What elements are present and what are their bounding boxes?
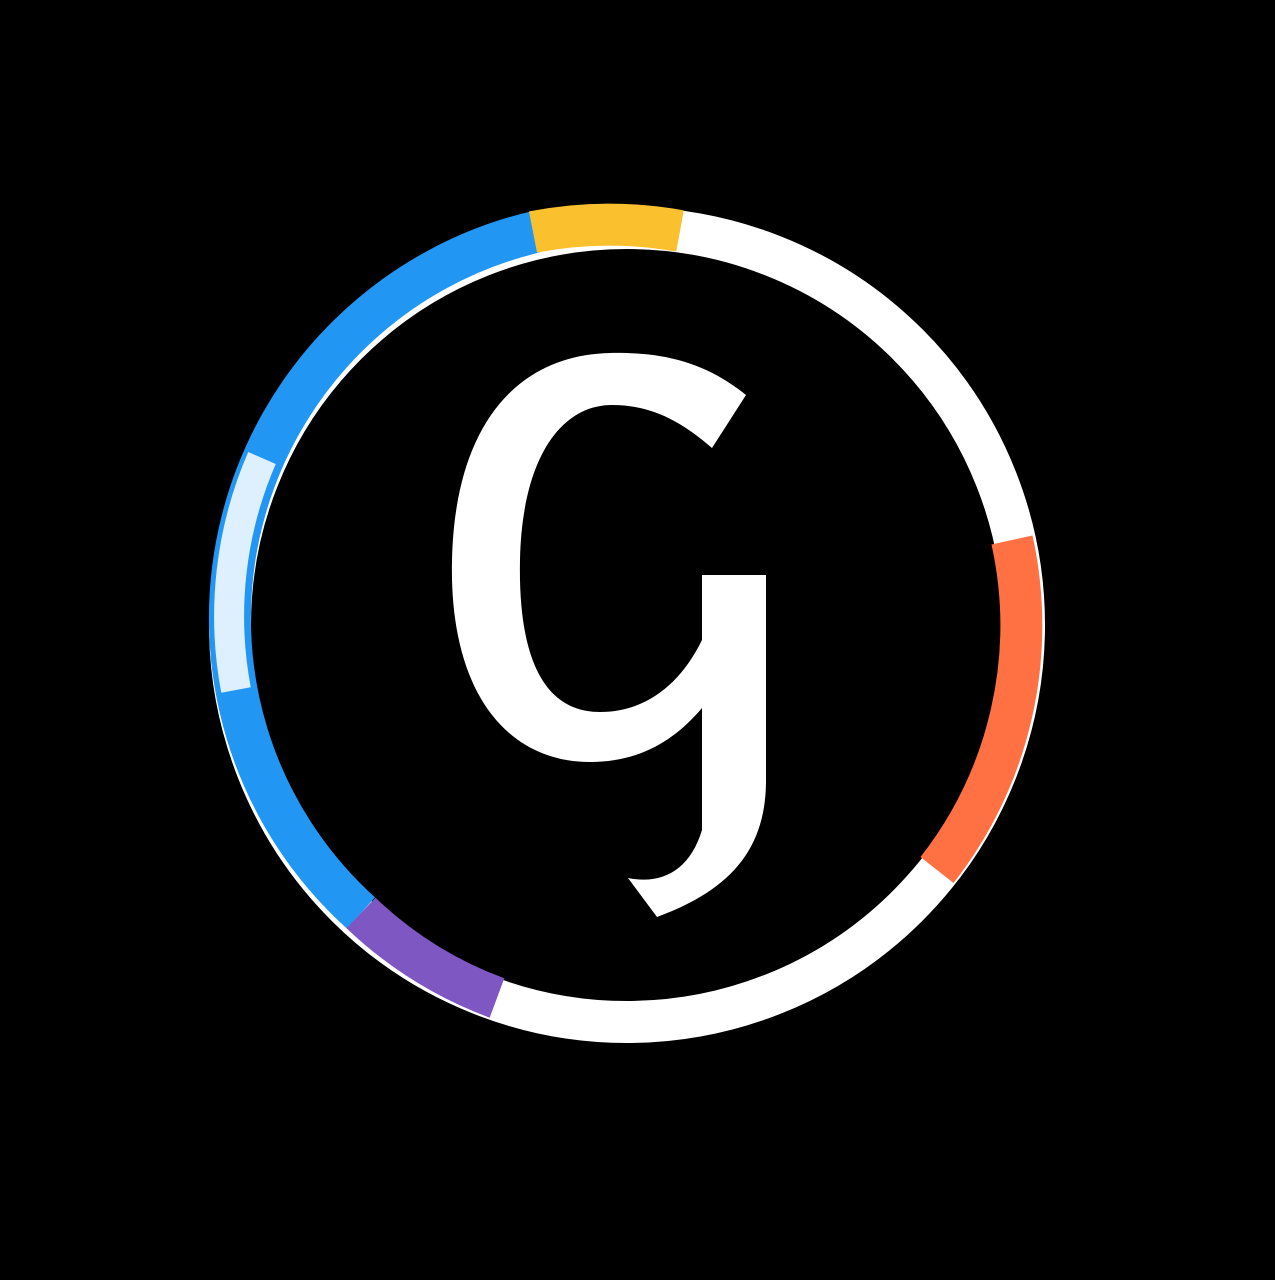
ring-segment-purple xyxy=(346,897,505,1018)
letter-g xyxy=(451,352,766,918)
ring-highlight-left xyxy=(214,452,276,693)
ring-segment-orange xyxy=(920,535,1043,883)
ring-segment-yellow xyxy=(528,203,684,253)
